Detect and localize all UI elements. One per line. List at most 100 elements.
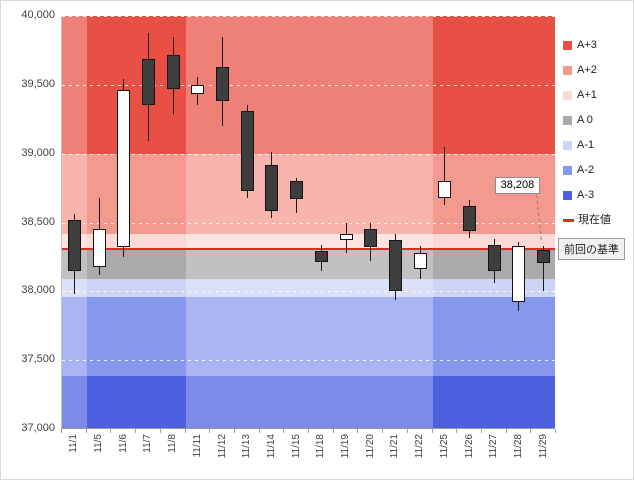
zone-band-A+1 xyxy=(62,233,555,249)
candle-body-0 xyxy=(67,219,81,271)
candle-body-2 xyxy=(117,90,131,248)
candle-body-14 xyxy=(413,252,427,270)
x-tick-label: 11/19 xyxy=(340,434,352,459)
legend-label: 現在値 xyxy=(578,214,611,226)
legend-swatch-icon xyxy=(563,66,572,75)
x-tick-label: 11/25 xyxy=(438,434,450,459)
candle-wick-19 xyxy=(543,245,545,292)
x-tick-label: 11/28 xyxy=(512,434,524,459)
candle-body-5 xyxy=(191,84,205,95)
legend-label: A-1 xyxy=(577,139,595,151)
zone-band-A-1 xyxy=(62,278,555,297)
candle-body-19 xyxy=(537,250,551,263)
x-tick-label: 11/18 xyxy=(315,434,327,459)
legend-swatch-icon xyxy=(563,116,572,125)
baseline-label: 前回の基準 xyxy=(558,237,625,260)
gridline-37,500 xyxy=(62,360,555,362)
legend-label: A+1 xyxy=(577,89,597,101)
x-axis-tick xyxy=(110,429,112,433)
y-tick-label: 39,500 xyxy=(21,77,55,90)
x-axis-tick xyxy=(480,429,482,433)
y-tick-label: 37,000 xyxy=(21,422,55,434)
legend-label: A 0 xyxy=(577,114,593,126)
x-axis-tick xyxy=(184,429,186,433)
x-axis-tick xyxy=(258,429,260,433)
y-tick-label: 38,500 xyxy=(21,215,55,228)
candle-body-4 xyxy=(166,54,180,89)
candle-body-8 xyxy=(265,164,279,212)
y-tick-label: 39,000 xyxy=(21,146,55,159)
gridline-38,500 xyxy=(62,222,555,224)
y-tick-label: 38,000 xyxy=(21,284,55,297)
candle-body-12 xyxy=(364,229,378,248)
candle-body-13 xyxy=(388,240,402,292)
x-tick-label: 11/8 xyxy=(167,434,179,453)
x-axis-tick xyxy=(431,429,433,433)
legend-item-A0: A 0 xyxy=(563,114,611,127)
x-axis-tick xyxy=(159,429,161,433)
x-tick-label: 11/1 xyxy=(68,434,80,453)
zone-band-A-2 xyxy=(62,296,555,376)
candle-body-10 xyxy=(314,251,328,263)
legend-label: A-3 xyxy=(577,189,595,201)
candle-body-18 xyxy=(512,245,526,303)
legend-label: A-2 xyxy=(577,164,595,176)
x-tick-label: 11/20 xyxy=(364,434,376,459)
x-tick-label: 11/29 xyxy=(537,434,549,459)
x-axis-tick xyxy=(406,429,408,433)
zone-band-A0 xyxy=(62,248,555,279)
candle-body-17 xyxy=(487,244,501,271)
x-tick-label: 11/27 xyxy=(488,434,500,459)
x-tick-label: 11/7 xyxy=(142,434,154,453)
x-tick-label: 11/26 xyxy=(463,434,475,459)
x-axis-tick xyxy=(456,429,458,433)
candle-body-16 xyxy=(463,205,477,231)
x-axis-tick xyxy=(357,429,359,433)
legend-item-A+1: A+1 xyxy=(563,89,611,102)
legend-swatch-icon xyxy=(563,191,572,200)
gridline-39,000 xyxy=(62,153,555,155)
legend-item-A-2: A-2 xyxy=(563,164,611,177)
x-tick-label: 11/12 xyxy=(216,434,228,459)
gridline-40,000 xyxy=(62,16,555,17)
x-tick-label: 11/14 xyxy=(265,434,277,459)
x-axis-tick xyxy=(61,429,62,433)
x-tick-label: 11/6 xyxy=(117,434,129,453)
x-axis-tick xyxy=(308,429,309,433)
zone-band-A-3 xyxy=(62,375,555,428)
x-axis-tick xyxy=(332,429,334,433)
x-axis-tick xyxy=(382,429,384,433)
x-axis-tick xyxy=(233,429,235,433)
legend-swatch-icon xyxy=(563,141,572,150)
gridline-38,000 xyxy=(62,291,555,293)
y-tick-label: 37,500 xyxy=(21,353,55,366)
x-tick-label: 11/13 xyxy=(241,434,253,459)
x-tick-label: 11/22 xyxy=(414,434,426,459)
candle-wick-15 xyxy=(444,146,446,205)
legend-label: A+3 xyxy=(577,39,597,51)
x-axis-tick xyxy=(85,429,87,433)
plot-area xyxy=(61,16,555,429)
x-tick-label: 11/11 xyxy=(191,434,203,458)
candle-body-9 xyxy=(290,181,304,200)
x-tick-label: 11/5 xyxy=(93,434,105,453)
legend-item-A-1: A-1 xyxy=(563,139,611,152)
gridline-39,500 xyxy=(62,84,555,86)
legend-item-A-3: A-3 xyxy=(563,189,611,202)
x-axis-tick xyxy=(135,429,137,433)
candle-body-1 xyxy=(92,229,106,267)
candle-body-7 xyxy=(240,110,254,191)
x-tick-label: 11/21 xyxy=(389,434,401,459)
legend-item-A+2: A+2 xyxy=(563,64,611,77)
legend-swatch-icon xyxy=(563,41,572,50)
baseline-line xyxy=(62,247,555,250)
x-axis-tick xyxy=(555,429,556,433)
x-axis-tick xyxy=(283,429,285,433)
candle-body-3 xyxy=(141,58,155,106)
current-value-dash-icon xyxy=(563,219,574,222)
legend-item-A+3: A+3 xyxy=(563,39,611,52)
legend-item-現在値: 現在値 xyxy=(563,214,611,227)
x-axis-tick xyxy=(209,429,211,433)
legend: A+3 A+2 A+1 A 0 A-1 A-2 A-3 現在値 xyxy=(563,39,611,239)
